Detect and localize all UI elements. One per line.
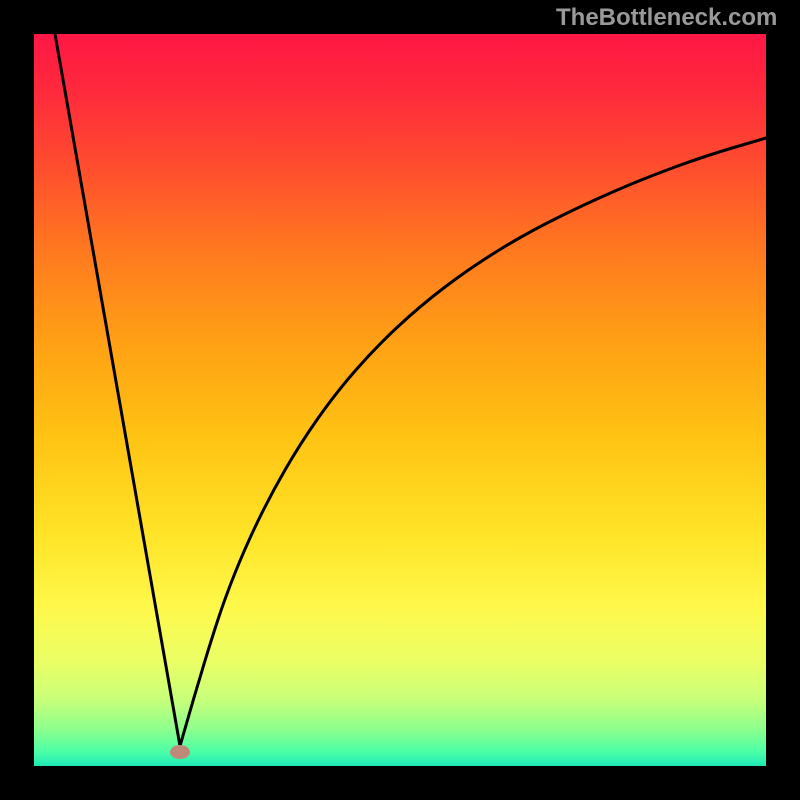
chart-container: TheBottleneck.com [0,0,800,800]
chart-svg [0,0,800,800]
plot-area [34,34,766,766]
optimal-point-marker [170,745,190,759]
watermark-text: TheBottleneck.com [556,4,777,32]
